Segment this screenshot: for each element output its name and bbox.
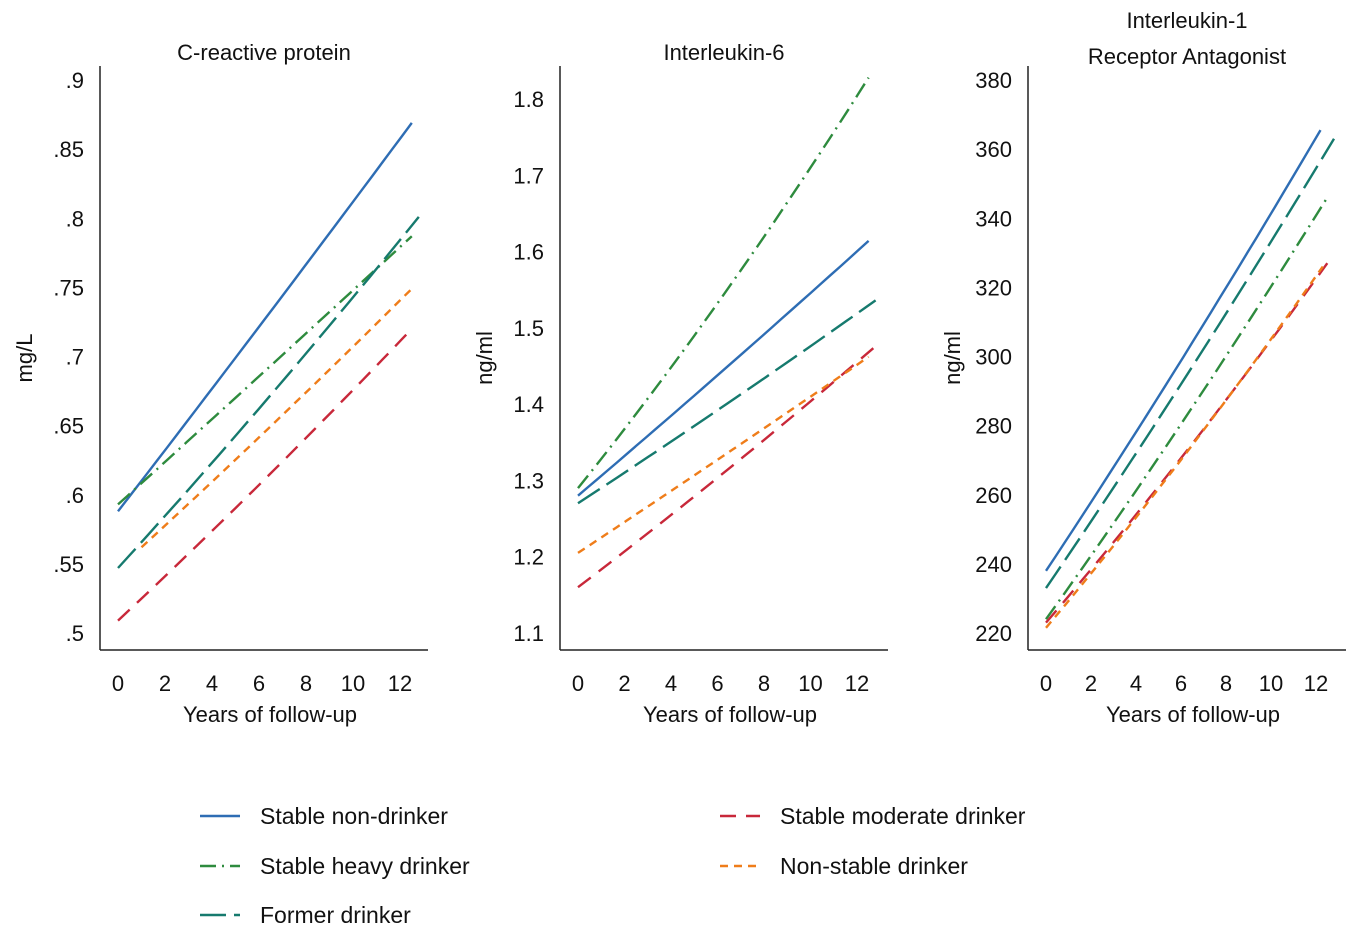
y-tick-label: 1.3 [513, 468, 544, 493]
series-line-stable-non-drinker [577, 240, 870, 497]
x-axis-label: Years of follow-up [183, 702, 357, 727]
y-tick-label: 380 [975, 68, 1012, 93]
x-tick-label: 8 [758, 671, 770, 696]
series-line-former-drinker [117, 216, 420, 569]
legend-item-stable-heavy-drinker: Stable heavy drinker [200, 853, 470, 879]
x-tick-label: 6 [1175, 671, 1187, 696]
y-tick-label: .65 [53, 414, 84, 439]
x-tick-label: 6 [253, 671, 265, 696]
series-line-non-stable-drinker [577, 355, 870, 554]
y-tick-label: .85 [53, 137, 84, 162]
series-line-non-stable-drinker [140, 287, 413, 549]
x-tick-label: 8 [300, 671, 312, 696]
series-line-stable-moderate-drinker [117, 328, 413, 622]
x-tick-label: 0 [572, 671, 584, 696]
y-tick-label: .8 [66, 206, 84, 231]
y-tick-label: 360 [975, 137, 1012, 162]
x-tick-label: 10 [798, 671, 822, 696]
y-tick-label: 1.6 [513, 240, 544, 265]
y-tick-label: .55 [53, 552, 84, 577]
series-line-stable-heavy-drinker [577, 76, 870, 489]
chart-title: Interleukin-1 [1126, 8, 1247, 33]
series-line-stable-heavy-drinker [117, 235, 413, 506]
x-tick-label: 0 [1040, 671, 1052, 696]
x-tick-label: 8 [1220, 671, 1232, 696]
chart-panel-c-reactive-protein: C-reactive protein .5 .55 .6 .65 .7 .75 .8 .85 .9… [12, 40, 428, 727]
x-tick-label: 2 [159, 671, 171, 696]
x-tick-label: 2 [618, 671, 630, 696]
legend-item-former-drinker: Former drinker [200, 902, 411, 928]
series-line-former-drinker [1045, 138, 1336, 589]
y-tick-label: .75 [53, 275, 84, 300]
y-tick-label: .6 [66, 483, 84, 508]
series-line-stable-moderate-drinker [1045, 262, 1329, 624]
legend-item-stable-moderate-drinker: Stable moderate drinker [720, 803, 1026, 829]
chart-panels: C-reactive protein .5 .55 .6 .65 .7 .75 .8 .85 .9… [12, 8, 1346, 727]
y-tick-label: 1.7 [513, 163, 544, 188]
y-axis-label: ng/ml [940, 331, 965, 385]
series-line-stable-non-drinker [117, 122, 413, 513]
y-tick-label: 1.8 [513, 87, 544, 112]
x-tick-label: 12 [845, 671, 869, 696]
legend-label: Non-stable drinker [780, 853, 968, 879]
y-axis-label: ng/ml [472, 331, 497, 385]
chart-title: Interleukin-6 [663, 40, 784, 65]
legend-label: Stable heavy drinker [260, 853, 470, 879]
y-tick-label: 220 [975, 621, 1012, 646]
x-tick-label: 10 [341, 671, 365, 696]
chart-title: Receptor Antagonist [1088, 44, 1286, 69]
x-tick-label: 2 [1085, 671, 1097, 696]
y-tick-label: .5 [66, 621, 84, 646]
x-tick-label: 4 [1130, 671, 1142, 696]
x-axis-label: Years of follow-up [1106, 702, 1280, 727]
y-tick-label: 260 [975, 483, 1012, 508]
legend: Stable non-drinker Stable moderate drinke… [200, 803, 1026, 928]
legend-label: Former drinker [260, 902, 411, 928]
legend-item-non-stable-drinker: Non-stable drinker [720, 853, 968, 879]
y-axis-label: mg/L [12, 334, 37, 383]
x-tick-label: 12 [1304, 671, 1328, 696]
x-tick-label: 0 [112, 671, 124, 696]
y-tick-label: .9 [66, 68, 84, 93]
series-line-former-drinker [577, 299, 877, 505]
x-tick-label: 4 [665, 671, 677, 696]
chart-panel-interleukin-6: Interleukin-6 1.1 1.2 1.3 1.4 1.5 1.6 1.7 1.8 0 2 4… [472, 40, 888, 727]
x-axis-label: Years of follow-up [643, 702, 817, 727]
legend-item-stable-non-drinker: Stable non-drinker [200, 803, 448, 829]
series-line-stable-heavy-drinker [1045, 196, 1329, 620]
legend-label: Stable non-drinker [260, 803, 448, 829]
legend-label: Stable moderate drinker [780, 803, 1026, 829]
y-tick-label: .7 [66, 345, 84, 370]
series-line-stable-moderate-drinker [577, 345, 877, 589]
x-tick-label: 12 [388, 671, 412, 696]
chart-title: C-reactive protein [177, 40, 351, 65]
y-tick-label: 1.5 [513, 316, 544, 341]
x-tick-label: 10 [1259, 671, 1283, 696]
x-tick-label: 4 [206, 671, 218, 696]
series-line-stable-non-drinker [1045, 129, 1322, 572]
y-tick-label: 240 [975, 552, 1012, 577]
y-tick-label: 340 [975, 206, 1012, 231]
series-line-non-stable-drinker [1045, 265, 1324, 629]
y-tick-label: 1.2 [513, 545, 544, 570]
y-tick-label: 1.4 [513, 392, 544, 417]
x-tick-label: 6 [711, 671, 723, 696]
y-tick-label: 280 [975, 414, 1012, 439]
y-tick-label: 320 [975, 275, 1012, 300]
y-tick-label: 1.1 [513, 621, 544, 646]
y-tick-label: 300 [975, 345, 1012, 370]
